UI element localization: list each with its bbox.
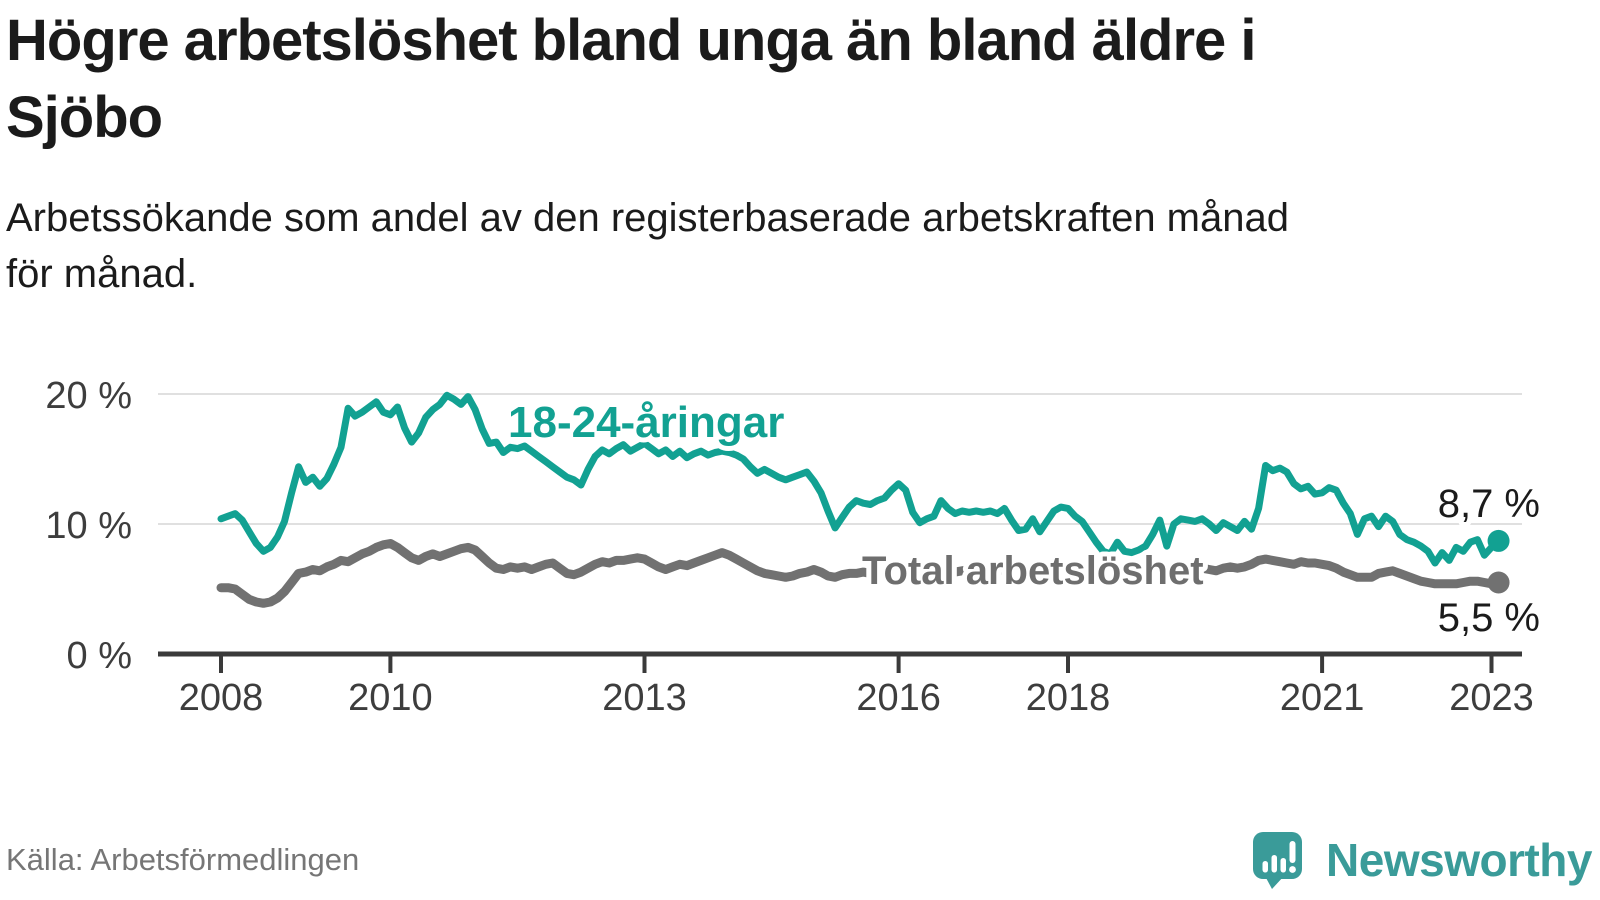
chart-labels: 18-24-åringar Total arbetslöshet 8,7 % 5… <box>503 393 1545 645</box>
newsworthy-icon <box>1253 832 1303 889</box>
y-axis-tick-label: 10 % <box>45 505 132 547</box>
page-subtitle: Arbetssökande som andel av den registerb… <box>6 190 1289 302</box>
x-axis-tick-label: 2018 <box>1026 677 1111 719</box>
x-axis-tick-label: 2008 <box>179 677 264 719</box>
x-axis-tick-label: 2013 <box>602 677 687 719</box>
axes: 0 % 10 % 20 % 2008 2010 2013 2016 2018 2021 2023 <box>45 375 1533 719</box>
end-value-label-total: 5,5 % <box>1438 596 1540 640</box>
page-subtitle-line1: Arbetssökande som andel av den registerb… <box>6 196 1289 240</box>
brand-logo: Newsworthy <box>1252 830 1592 890</box>
end-value-label-young: 8,7 % <box>1438 482 1540 526</box>
source-note: Källa: Arbetsförmedlingen <box>6 842 360 877</box>
end-dot-young <box>1487 529 1510 552</box>
series-line-total <box>216 539 1504 608</box>
y-axis-tick-label: 0 % <box>67 635 132 677</box>
series-line-young <box>217 391 1503 567</box>
x-axis-tick-label: 2023 <box>1449 677 1534 719</box>
page-subtitle-line2: för månad. <box>6 252 198 296</box>
x-axis-tick-label: 2010 <box>348 677 433 719</box>
page-title-line1: Högre arbetslöshet bland unga än bland ä… <box>6 8 1257 73</box>
series-label-total: Total arbetslöshet <box>862 549 1204 593</box>
brand-name: Newsworthy <box>1326 834 1592 886</box>
series-lines <box>216 391 1510 608</box>
x-axis-tick-label: 2021 <box>1280 677 1365 719</box>
page-title: Högre arbetslöshet bland unga än bland ä… <box>6 2 1257 156</box>
x-axis-tick-label: 2016 <box>856 677 941 719</box>
end-dot-total <box>1487 571 1510 594</box>
page-title-line2: Sjöbo <box>6 85 163 151</box>
y-axis-tick-label: 20 % <box>45 375 132 417</box>
series-label-young: 18-24-åringar <box>508 398 784 447</box>
